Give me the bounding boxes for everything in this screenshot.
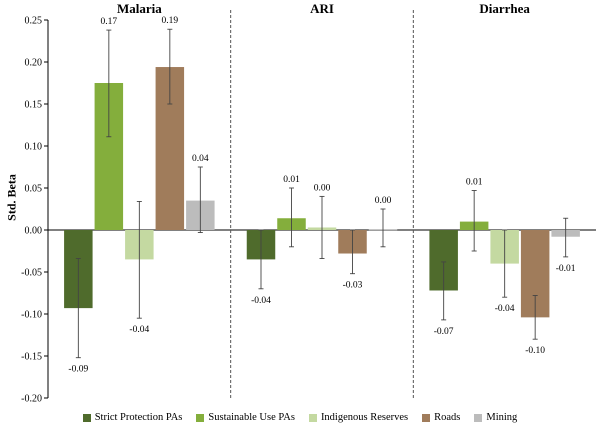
- panel-title: Malaria: [117, 1, 162, 16]
- data-label: -0.04: [129, 325, 149, 335]
- legend-label-indigenous-reserves: Indigenous Reserves: [320, 412, 409, 423]
- data-label: 0.01: [466, 178, 483, 188]
- y-tick-label: 0.10: [25, 142, 43, 153]
- data-label: 0.17: [101, 17, 118, 27]
- y-axis-label-box: Std. Beta: [0, 150, 20, 250]
- data-label: -0.07: [434, 327, 454, 337]
- panel-title: ARI: [310, 1, 334, 16]
- legend-item-indigenous-reserves: Indigenous Reserves: [308, 412, 409, 423]
- legend-swatch-roads: [422, 413, 431, 422]
- y-tick-label: 0.00: [25, 226, 43, 237]
- data-label: -0.04: [251, 296, 271, 306]
- y-tick-label: 0.15: [25, 100, 43, 111]
- legend: Strict Protection PAs Sustainable Use PA…: [0, 412, 600, 423]
- y-tick-label: -0.10: [21, 310, 42, 321]
- data-label: -0.01: [556, 264, 576, 274]
- legend-item-roads: Roads: [422, 412, 460, 423]
- legend-swatch-strict-protection: [82, 413, 91, 422]
- panel-title: Diarrhea: [479, 1, 530, 16]
- legend-swatch-indigenous-reserves: [308, 413, 317, 422]
- data-label: 0.00: [314, 183, 331, 193]
- y-tick-label: 0.20: [25, 58, 43, 69]
- data-label: -0.10: [525, 346, 545, 356]
- y-tick-label: 0.25: [25, 16, 43, 27]
- bar-chart: -0.20 -0.15 -0.10 -0.05 0.00 0.05 0.10 0.15 0.20…: [21, 1, 596, 405]
- legend-item-strict-protection: Strict Protection PAs: [82, 412, 183, 423]
- legend-label-roads: Roads: [434, 412, 461, 423]
- legend-item-mining: Mining: [474, 412, 517, 423]
- legend-label-strict-protection: Strict Protection PAs: [94, 412, 183, 423]
- data-label: 0.19: [162, 16, 179, 26]
- legend-label-mining: Mining: [486, 412, 518, 423]
- data-label: 0.04: [192, 154, 209, 164]
- legend-swatch-mining: [474, 413, 483, 422]
- legend-swatch-sustainable-use: [196, 413, 205, 422]
- data-label: -0.03: [343, 281, 363, 291]
- data-label: 0.01: [283, 175, 300, 185]
- data-label: -0.09: [68, 365, 88, 375]
- data-label: -0.04: [495, 304, 515, 314]
- legend-label-sustainable-use: Sustainable Use PAs: [208, 412, 295, 423]
- y-tick-label: -0.20: [21, 394, 42, 405]
- y-axis-label: Std. Beta: [4, 174, 19, 221]
- y-tick-label: -0.05: [21, 268, 42, 279]
- y-tick-label: 0.05: [25, 184, 43, 195]
- y-tick-label: -0.15: [21, 352, 42, 363]
- legend-item-sustainable-use: Sustainable Use PAs: [196, 412, 295, 423]
- data-label: 0.00: [375, 196, 392, 206]
